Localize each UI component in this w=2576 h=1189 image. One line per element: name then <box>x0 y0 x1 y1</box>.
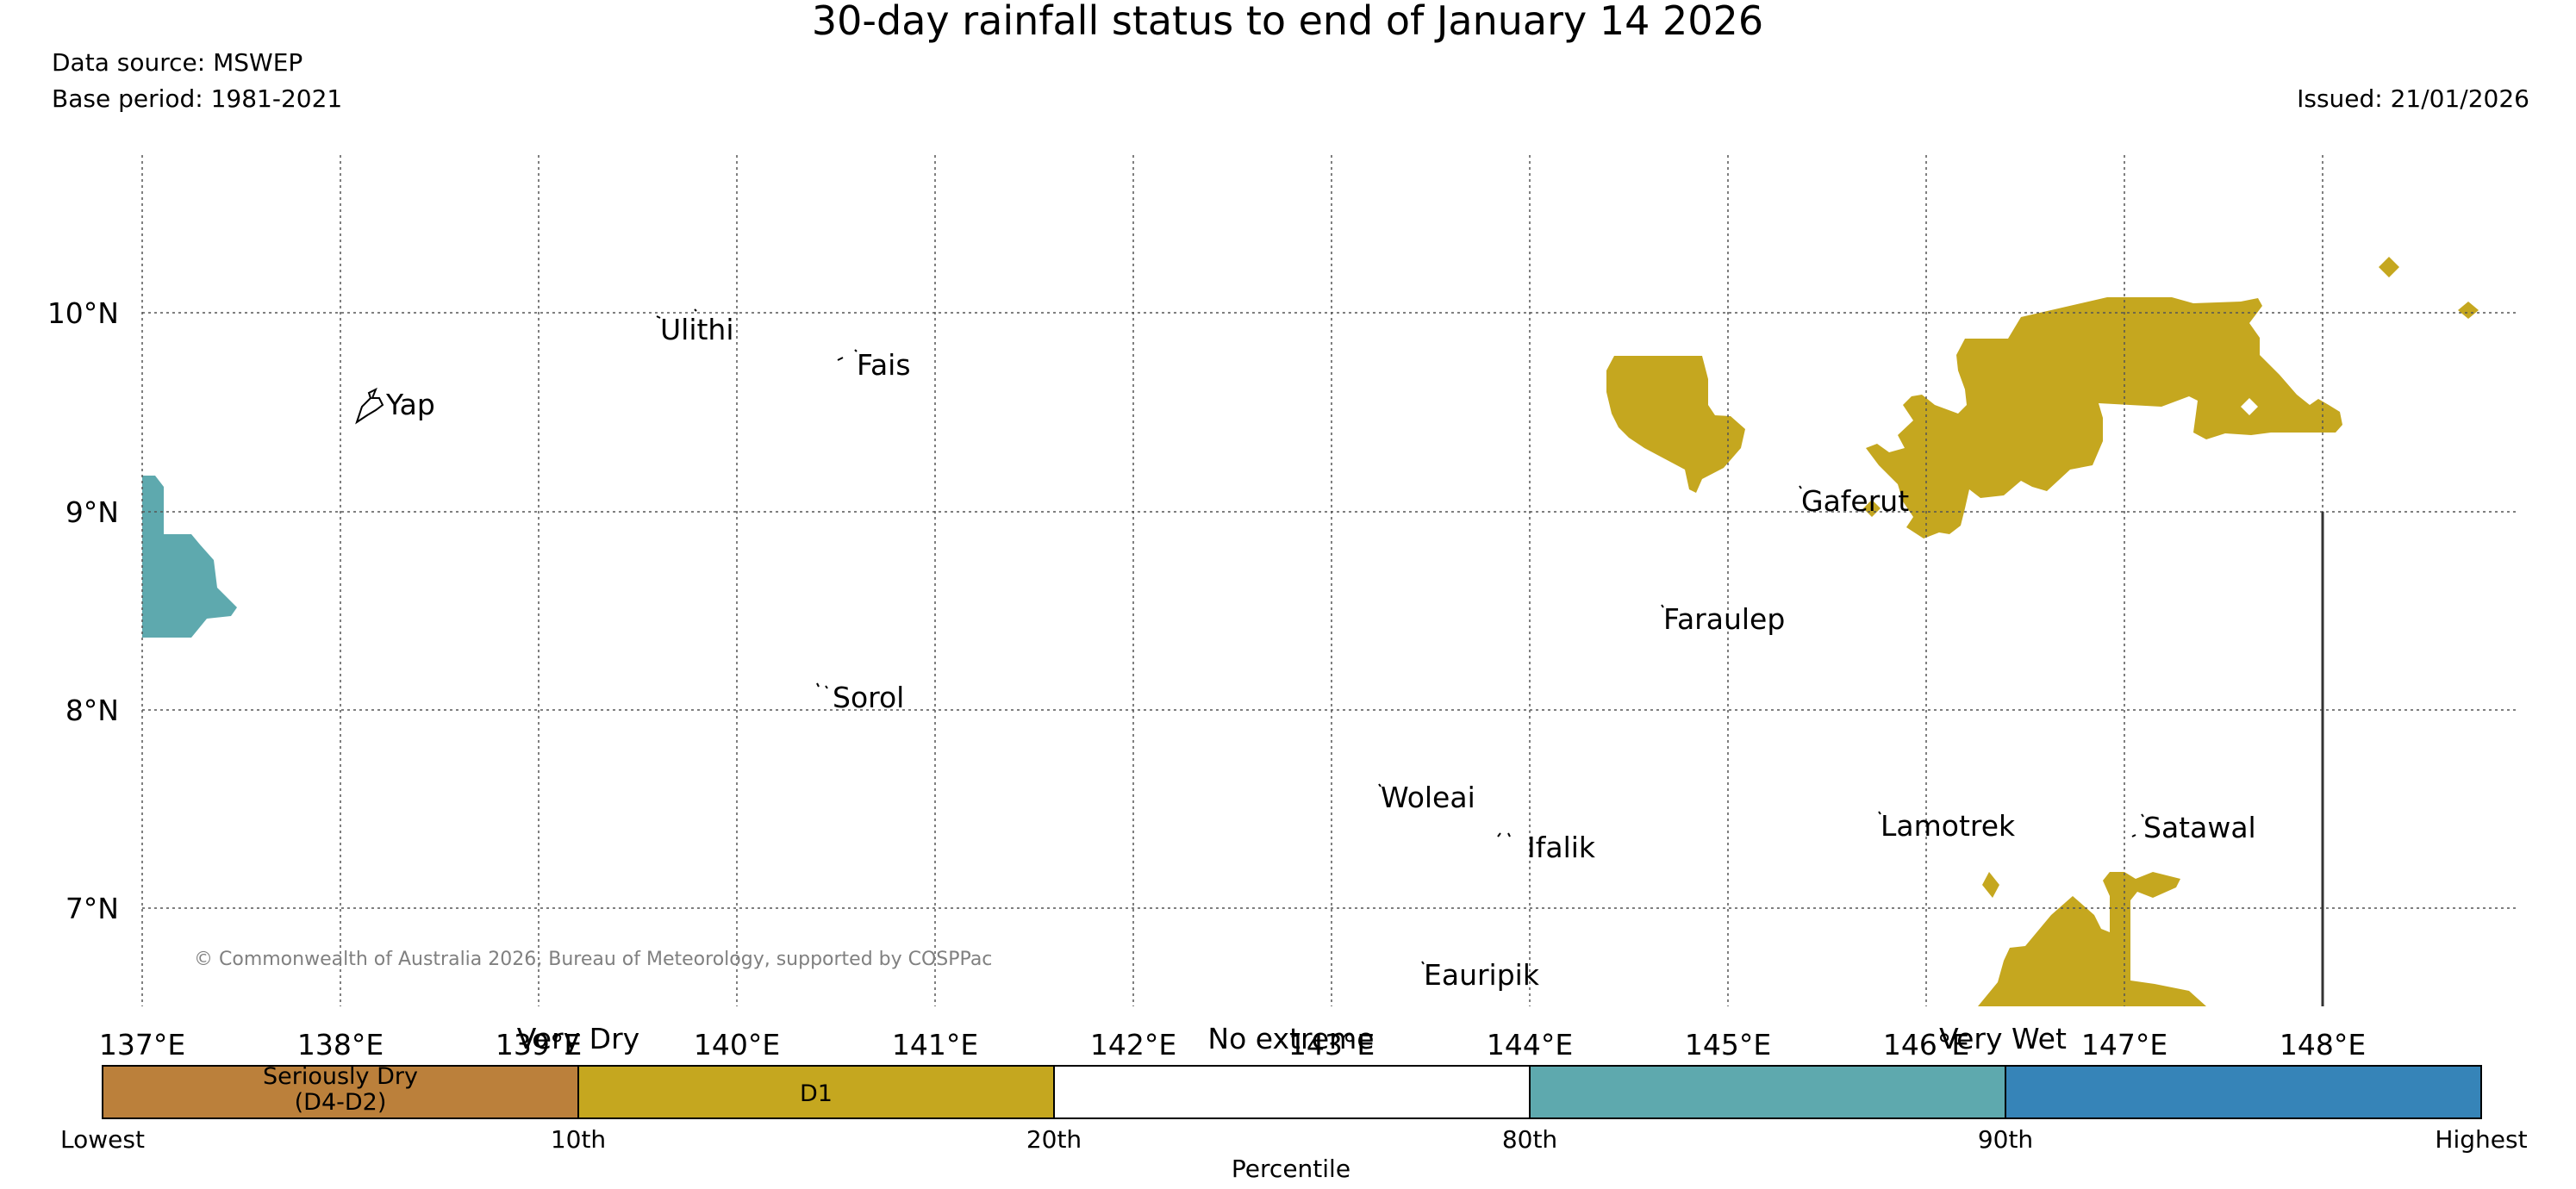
lon-label-141e: 141°E <box>892 1028 978 1061</box>
island-label-woleai: Woleai <box>1381 781 1475 814</box>
legend-category-labels: Seriously Dry (D4-D2) D1 <box>263 1063 833 1116</box>
island-label-gaferut: Gaferut <box>1801 484 1909 518</box>
lat-label-10n: 10°N <box>47 296 119 330</box>
island-label-ifalik: Ifalik <box>1527 831 1596 864</box>
rainfall-shading <box>142 257 2479 1006</box>
island-markers <box>656 308 2144 965</box>
legend-category-d1: D1 <box>800 1080 833 1107</box>
very-dry-dot-northeast-2 <box>2458 302 2479 319</box>
very-dry-region-southeast <box>1978 872 2206 1006</box>
very-wet-region <box>142 476 237 638</box>
lon-label-148e: 148°E <box>2280 1028 2366 1061</box>
island-label-ulithi: Ulithi <box>660 313 734 346</box>
legend-tick-labels: Lowest 10th 20th 80th 90th Highest <box>60 1125 2528 1154</box>
very-dry-dot-gaferut <box>1863 500 1881 517</box>
island-label-satawal: Satawal <box>2143 811 2256 844</box>
very-dry-dot-lamotrek <box>1982 872 1999 898</box>
legend-tick-80th: 80th <box>1502 1125 1557 1154</box>
legend-axis-title: Percentile <box>1232 1155 1350 1183</box>
legend-swatch-no-extreme <box>1054 1066 1530 1118</box>
legend-top-labels: Very Dry No extreme Very Wet <box>517 1022 2067 1055</box>
legend-category-seriously-dry-code: (D4-D2) <box>295 1089 387 1116</box>
island-label-eauripik: Eauripik <box>1424 958 1540 992</box>
lon-label-142e: 142°E <box>1090 1028 1176 1061</box>
issued-date-label: Issued: 21/01/2026 <box>2297 84 2529 113</box>
legend-colorbar: Very Dry No extreme Very Wet Seriously D… <box>60 1022 2528 1183</box>
lon-label-137e: 137°E <box>99 1028 185 1061</box>
island-label-sorol: Sorol <box>833 681 904 714</box>
lon-label-143e: 143°E <box>1288 1028 1375 1061</box>
lon-label-145e: 145°E <box>1685 1028 1771 1061</box>
longitude-labels: 137°E 138°E 139°E 140°E 141°E 142°E 143°… <box>99 1028 2366 1061</box>
lon-label-147e: 147°E <box>2081 1028 2167 1061</box>
island-labels: Ulithi Fais Yap Gaferut Faraulep Sorol W… <box>385 313 2256 992</box>
lat-label-9n: 9°N <box>65 495 119 529</box>
legend-swatch-seriously-dry <box>103 1066 578 1118</box>
very-dry-region-northeast <box>1866 297 2342 538</box>
legend-label-very-dry: Very Dry <box>517 1022 639 1055</box>
lat-label-7n: 7°N <box>65 892 119 925</box>
latitude-labels: 10°N 9°N 8°N 7°N <box>47 296 119 925</box>
map-panel: Ulithi Fais Yap Gaferut Faraulep Sorol W… <box>47 155 2517 1061</box>
legend-swatch-d1 <box>578 1066 1054 1118</box>
island-label-yap: Yap <box>385 388 435 421</box>
data-source-label: Data source: MSWEP <box>52 48 303 77</box>
legend-tick-lowest: Lowest <box>60 1125 145 1154</box>
island-label-faraulep: Faraulep <box>1663 602 1785 636</box>
island-label-fais: Fais <box>857 348 911 382</box>
yap-island-shape <box>355 387 384 425</box>
island-label-lamotrek: Lamotrek <box>1881 809 2016 843</box>
lon-label-139e: 139°E <box>496 1028 582 1061</box>
legend-tick-highest: Highest <box>2435 1125 2527 1154</box>
legend-swatch-highest <box>2005 1066 2481 1118</box>
legend-category-seriously-dry: Seriously Dry <box>263 1063 418 1090</box>
legend-label-very-wet: Very Wet <box>1939 1022 2067 1055</box>
legend-tick-20th: 20th <box>1026 1125 1082 1154</box>
map-title: 30-day rainfall status to end of January… <box>812 0 1763 44</box>
lon-label-140e: 140°E <box>694 1028 780 1061</box>
base-period-label: Base period: 1981-2021 <box>52 84 342 113</box>
legend-tick-10th: 10th <box>551 1125 606 1154</box>
lon-label-146e: 146°E <box>1883 1028 1969 1061</box>
legend-swatch-very-wet <box>1530 1066 2005 1118</box>
lat-label-8n: 8°N <box>65 694 119 727</box>
lon-label-138e: 138°E <box>297 1028 384 1061</box>
very-dry-dot-northeast-1 <box>2379 257 2399 277</box>
copyright-notice: © Commonwealth of Australia 2026, Bureau… <box>194 949 992 970</box>
lon-label-144e: 144°E <box>1487 1028 1573 1061</box>
legend-label-no-extreme: No extreme <box>1207 1022 1374 1055</box>
legend-tick-90th: 90th <box>1978 1125 2033 1154</box>
very-dry-region-east-of-faraulep <box>1606 356 1745 493</box>
